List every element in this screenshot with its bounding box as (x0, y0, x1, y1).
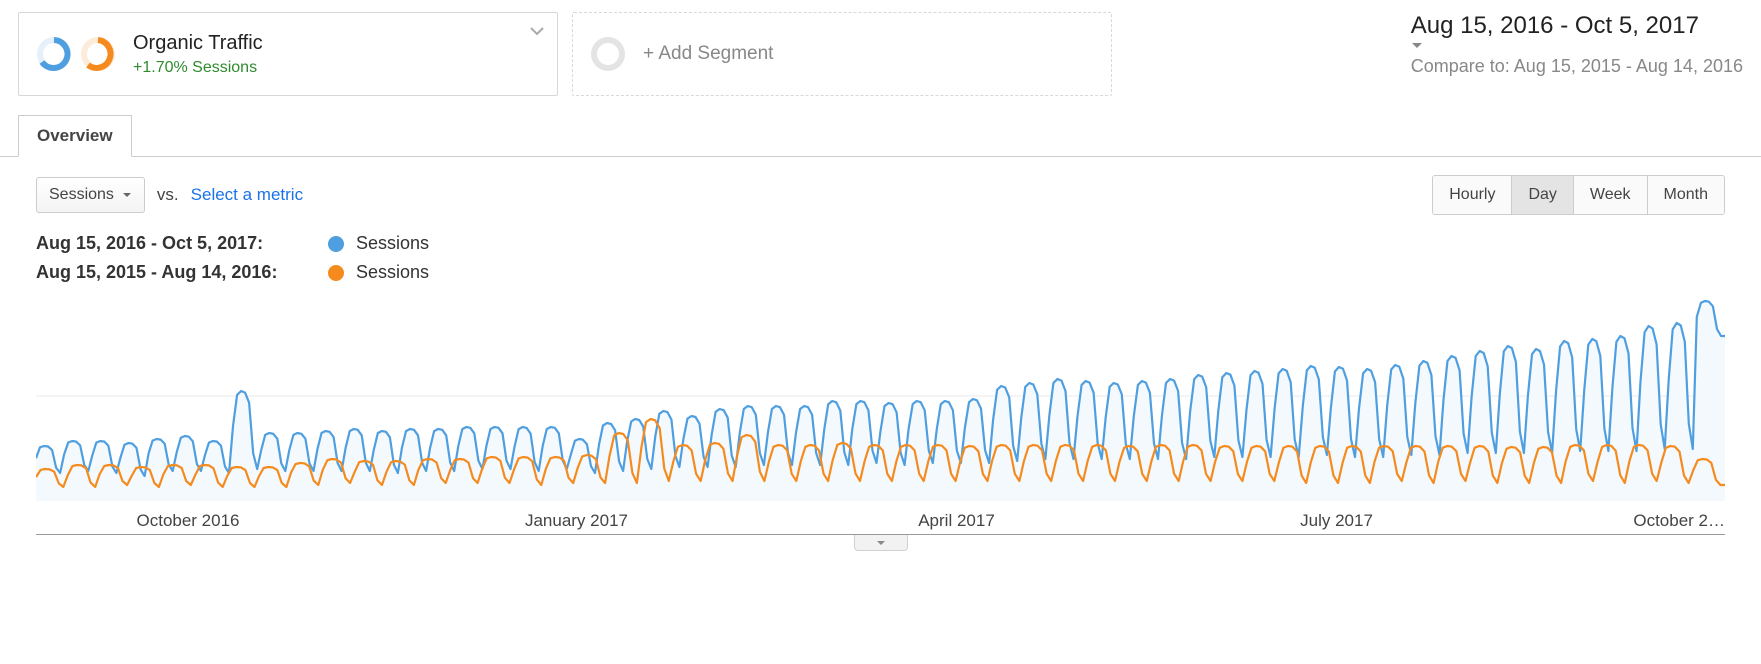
granularity-switcher: Hourly Day Week Month (1432, 175, 1725, 215)
date-range-picker[interactable]: Aug 15, 2016 - Oct 5, 2017 Compare to: A… (1371, 12, 1743, 77)
legend-metric-previous: Sessions (356, 262, 429, 283)
legend-range-current: Aug 15, 2016 - Oct 5, 2017: (36, 233, 316, 254)
primary-metric-label: Sessions (49, 186, 114, 204)
legend-range-previous: Aug 15, 2015 - Aug 14, 2016: (36, 262, 316, 283)
add-segment-card[interactable]: + Add Segment (572, 12, 1112, 96)
legend-dot-previous (328, 265, 344, 281)
granularity-month[interactable]: Month (1647, 176, 1724, 214)
legend-row-current: Aug 15, 2016 - Oct 5, 2017: Sessions (36, 233, 1725, 254)
date-range-compare: Compare to: Aug 15, 2015 - Aug 14, 2016 (1411, 56, 1743, 77)
caret-down-icon (1411, 40, 1743, 52)
legend-metric-current: Sessions (356, 233, 429, 254)
segment-icons (35, 35, 117, 73)
segment-text: Organic Traffic +1.70% Sessions (133, 32, 263, 77)
sessions-chart[interactable] (36, 291, 1725, 501)
primary-metric-selector[interactable]: Sessions (36, 177, 145, 213)
granularity-week[interactable]: Week (1573, 176, 1647, 214)
date-range-primary: Aug 15, 2016 - Oct 5, 2017 (1411, 12, 1699, 40)
legend-row-previous: Aug 15, 2015 - Aug 14, 2016: Sessions (36, 262, 1725, 283)
segment-card[interactable]: Organic Traffic +1.70% Sessions (18, 12, 558, 96)
report-tabs: Overview (0, 114, 1761, 157)
x-tick-label: October 2016 (136, 511, 239, 531)
tab-overview[interactable]: Overview (18, 115, 132, 157)
segment-title: Organic Traffic (133, 32, 263, 55)
add-segment-label: + Add Segment (643, 43, 773, 65)
chart-x-axis: October 2016 January 2017 April 2017 July 2… (36, 501, 1725, 535)
legend-dot-current (328, 236, 344, 252)
x-tick-label: January 2017 (525, 511, 628, 531)
caret-down-icon (122, 190, 132, 200)
x-tick-label: October 2… (1633, 511, 1725, 531)
granularity-hourly[interactable]: Hourly (1433, 176, 1511, 214)
segment-subtitle: +1.70% Sessions (133, 59, 263, 77)
chart-expand-handle[interactable] (854, 535, 908, 551)
chevron-down-icon[interactable] (529, 23, 545, 39)
segment-donut-icon-1 (35, 35, 73, 73)
segment-donut-icon-2 (79, 35, 117, 73)
segment-placeholder-icon (589, 35, 627, 73)
select-metric-link[interactable]: Select a metric (191, 185, 303, 205)
vs-label: vs. (157, 185, 179, 205)
granularity-day[interactable]: Day (1511, 176, 1572, 214)
x-tick-label: July 2017 (1300, 511, 1373, 531)
x-tick-label: April 2017 (918, 511, 995, 531)
caret-down-icon (876, 539, 886, 547)
chart-legend: Aug 15, 2016 - Oct 5, 2017: Sessions Aug… (0, 215, 1761, 283)
